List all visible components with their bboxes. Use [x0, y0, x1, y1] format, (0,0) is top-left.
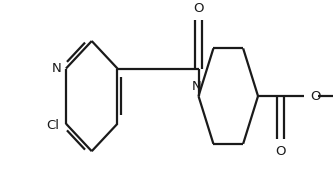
- Text: N: N: [192, 80, 202, 93]
- Text: O: O: [276, 145, 286, 158]
- Text: N: N: [51, 62, 61, 75]
- Text: O: O: [311, 90, 321, 103]
- Text: Cl: Cl: [46, 119, 59, 132]
- Text: O: O: [193, 2, 204, 15]
